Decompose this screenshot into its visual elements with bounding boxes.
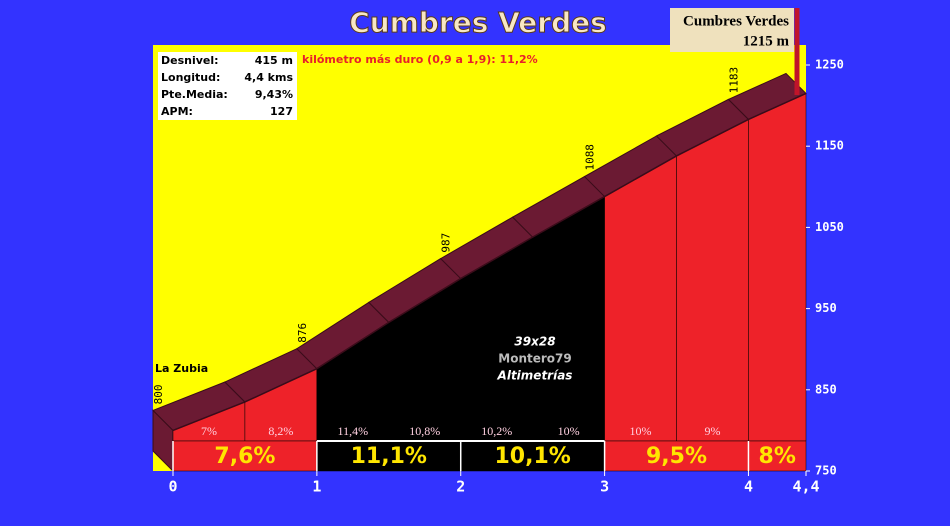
profile-segment	[676, 118, 749, 442]
stat-label: APM:	[161, 105, 193, 118]
stat-label: Longitud:	[161, 71, 220, 84]
half-km-gradient: 11,4%	[338, 424, 369, 438]
stat-label: Desnivel:	[161, 54, 219, 67]
km-gradient: 10,1%	[494, 444, 570, 469]
y-tick-label: 1050	[815, 220, 844, 234]
half-km-gradient: 9%	[704, 424, 720, 438]
credit: 39x28	[514, 335, 555, 349]
stat-value: 9,43%	[255, 88, 293, 101]
elevation-label: 800	[152, 385, 165, 405]
x-tick-label: 4,4	[792, 478, 819, 496]
half-km-gradient: 10,8%	[409, 424, 440, 438]
stat-label: Pte.Media:	[161, 88, 228, 101]
stat-value: 4,4 kms	[244, 71, 293, 84]
half-km-gradient: 10%	[630, 424, 652, 438]
x-tick-label: 2	[456, 478, 465, 496]
hardest-km: kilómetro más duro (0,9 a 1,9): 11,2%	[302, 53, 538, 66]
summit-name: Cumbres Verdes	[683, 13, 789, 29]
elevation-label: 876	[296, 323, 309, 343]
y-tick-label: 950	[815, 301, 837, 315]
profile-segment	[748, 93, 807, 442]
stats-box	[158, 52, 297, 120]
km-gradient: 8%	[759, 444, 796, 469]
credit: Montero79	[498, 352, 571, 366]
chart-title: Cumbres Verdes	[349, 6, 607, 39]
stat-value: 415 m	[255, 54, 293, 67]
y-tick-label: 750	[815, 464, 837, 478]
summit-elevation: 1215 m	[743, 33, 790, 49]
credit: Altimetrías	[497, 369, 573, 383]
x-tick-label: 4	[744, 478, 753, 496]
km-gradient: 7,6%	[214, 444, 275, 469]
km-gradient-band	[460, 440, 605, 472]
stat-value: 127	[270, 105, 293, 118]
start-label: La Zubia	[155, 362, 208, 375]
half-km-gradient: 10,2%	[481, 424, 512, 438]
y-tick-label: 1150	[815, 139, 844, 153]
summit-box	[670, 8, 794, 52]
elevation-label: 1088	[584, 144, 597, 171]
profile-line	[172, 92, 807, 432]
x-tick-label: 1	[312, 478, 321, 496]
half-km-gradient: 8,2%	[268, 424, 293, 438]
x-tick-label: 3	[600, 478, 609, 496]
y-tick-label: 1250	[815, 58, 844, 72]
km-gradient: 11,1%	[351, 444, 427, 469]
km-gradient: 9,5%	[646, 444, 707, 469]
elevation-label: 1183	[727, 67, 740, 94]
profile-segment	[532, 196, 605, 442]
km-gradient-band	[604, 440, 749, 472]
y-tick-label: 850	[815, 382, 837, 396]
half-km-gradient: 10%	[558, 424, 580, 438]
profile-segment	[604, 155, 677, 442]
elevation-label: 987	[440, 233, 453, 253]
x-tick-label: 0	[168, 478, 177, 496]
half-km-gradient: 7%	[201, 424, 217, 438]
km-gradient-band	[748, 440, 807, 472]
